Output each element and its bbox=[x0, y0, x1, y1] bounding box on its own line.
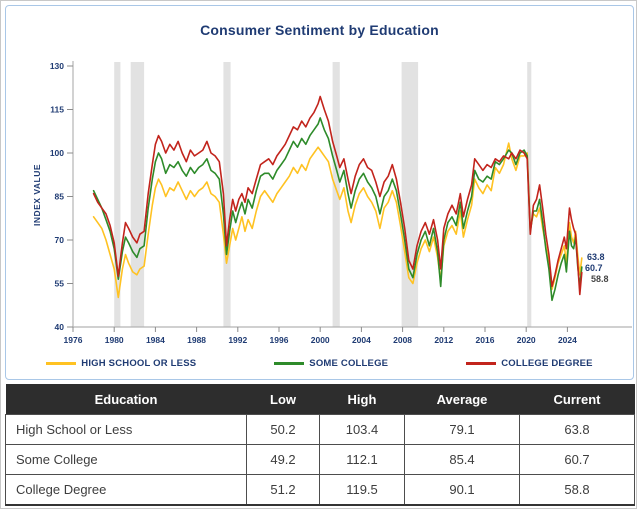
legend-label: HIGH SCHOOL OR LESS bbox=[81, 358, 197, 369]
legend-label: COLLEGE DEGREE bbox=[501, 358, 593, 369]
cell-high: 112.1 bbox=[319, 444, 405, 475]
legend-item-high-school: HIGH SCHOOL OR LESS bbox=[46, 358, 196, 369]
sentiment-stats-table: Education Low High Average Current High … bbox=[5, 384, 635, 506]
cell-current: 60.7 bbox=[519, 444, 635, 475]
header-high: High bbox=[319, 384, 405, 415]
header-education: Education bbox=[5, 384, 247, 415]
y-tick-label: 55 bbox=[55, 279, 65, 289]
cell-low: 50.2 bbox=[246, 414, 320, 445]
x-tick-label: 1984 bbox=[146, 335, 165, 345]
table-row: Some College 49.2 112.1 85.4 60.7 bbox=[5, 444, 635, 475]
sentiment-line-chart: 40 55 70 85 100 115 130 1976 1980 1984 1988 1992 199… bbox=[32, 61, 632, 345]
college-degree-line-swatch bbox=[466, 362, 497, 365]
x-tick-label: 2008 bbox=[393, 335, 412, 345]
series-end-value-label: 60.7 bbox=[585, 263, 603, 273]
cell-education: Some College bbox=[5, 444, 247, 475]
cell-high: 119.5 bbox=[319, 474, 405, 506]
x-tick-label: 1988 bbox=[187, 335, 206, 345]
recession-band bbox=[130, 62, 145, 327]
some-college-line-swatch bbox=[274, 362, 305, 365]
header-current: Current bbox=[519, 384, 635, 415]
x-tick-label: 2012 bbox=[434, 335, 453, 345]
y-tick-label: 40 bbox=[55, 322, 65, 332]
cell-average: 79.1 bbox=[404, 414, 520, 445]
y-tick-label: 100 bbox=[50, 148, 64, 158]
cell-high: 103.4 bbox=[319, 414, 405, 445]
legend-label: SOME COLLEGE bbox=[309, 358, 389, 369]
x-tick-label: 2000 bbox=[311, 335, 330, 345]
legend-item-college-degree: COLLEGE DEGREE bbox=[466, 358, 593, 369]
y-tick-label: 70 bbox=[55, 235, 65, 245]
series-end-value-label: 58.8 bbox=[591, 274, 609, 284]
chart-legend: HIGH SCHOOL OR LESS SOME COLLEGE COLLEGE… bbox=[6, 358, 633, 369]
series-line-college-degree bbox=[92, 95, 583, 296]
cell-low: 49.2 bbox=[246, 444, 320, 475]
cell-average: 90.1 bbox=[404, 474, 520, 506]
cell-low: 51.2 bbox=[246, 474, 320, 506]
x-tick-label: 2016 bbox=[476, 335, 495, 345]
cell-education: College Degree bbox=[5, 474, 247, 506]
header-low: Low bbox=[246, 384, 320, 415]
recession-band bbox=[401, 62, 419, 327]
cell-average: 85.4 bbox=[404, 444, 520, 475]
x-tick-label: 1992 bbox=[228, 335, 247, 345]
legend-item-some-college: SOME COLLEGE bbox=[274, 358, 388, 369]
series-line-some-college bbox=[92, 117, 583, 302]
table-row: College Degree 51.2 119.5 90.1 58.8 bbox=[5, 474, 635, 506]
x-tick-label: 2020 bbox=[517, 335, 536, 345]
recession-band bbox=[223, 62, 231, 327]
cell-current: 63.8 bbox=[519, 414, 635, 445]
x-tick-label: 2024 bbox=[558, 335, 577, 345]
series-end-value-label: 63.8 bbox=[587, 252, 605, 262]
chart-title: Consumer Sentiment by Education bbox=[200, 22, 439, 38]
x-tick-label: 1996 bbox=[270, 335, 289, 345]
high-school-line-swatch bbox=[46, 362, 77, 365]
series-line-high-school-or-less bbox=[92, 142, 583, 299]
table-header-row: Education Low High Average Current bbox=[5, 384, 635, 415]
chart-card: Consumer Sentiment by Education 40 55 70 85… bbox=[5, 5, 634, 380]
recession-band bbox=[332, 62, 340, 327]
y-tick-label: 130 bbox=[50, 61, 64, 71]
y-tick-label: 115 bbox=[50, 105, 64, 115]
cell-current: 58.8 bbox=[519, 474, 635, 506]
x-tick-label: 1976 bbox=[64, 335, 83, 345]
recession-band bbox=[114, 62, 121, 327]
cell-education: High School or Less bbox=[5, 414, 247, 445]
table-row: High School or Less 50.2 103.4 79.1 63.8 bbox=[5, 414, 635, 445]
x-tick-label: 1980 bbox=[105, 335, 124, 345]
x-tick-label: 2004 bbox=[352, 335, 371, 345]
y-axis-title: INDEX VALUE bbox=[32, 164, 42, 226]
y-tick-label: 85 bbox=[55, 192, 65, 202]
header-average: Average bbox=[404, 384, 520, 415]
